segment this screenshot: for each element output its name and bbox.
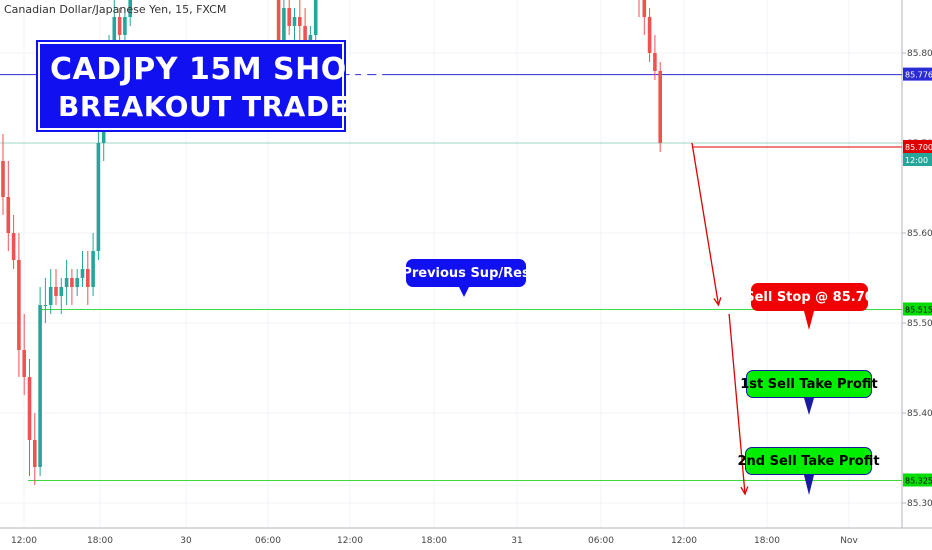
x-tick-label-2: 30 xyxy=(180,536,192,546)
candle-body-54 xyxy=(287,8,291,26)
projection-arrow-line-0 xyxy=(691,142,720,306)
candle-body-12 xyxy=(64,278,69,287)
x-tick-label-8: 12:00 xyxy=(671,536,697,546)
tp2-pointer xyxy=(804,475,814,495)
sell-stop-label: Sell Stop @ 85.70 xyxy=(745,289,874,305)
x-tick-label-0: 12:00 xyxy=(11,536,37,546)
projection-arrow-head-0 xyxy=(713,297,722,307)
candle-body-55 xyxy=(292,17,297,26)
price-tag-red: 85.700 xyxy=(905,143,932,152)
price-tag-tp1: 85.515 xyxy=(905,306,932,315)
x-tick-label-7: 06:00 xyxy=(588,536,614,546)
price-tag-blue-bg xyxy=(903,67,932,81)
candle-body-123 xyxy=(653,53,657,71)
candle-body-121 xyxy=(642,0,647,17)
candle-body-3 xyxy=(17,260,21,350)
projection-arrow-line-1 xyxy=(728,313,746,495)
candle-body-5 xyxy=(27,377,32,440)
price-tag-red-bg xyxy=(903,140,932,153)
candle-body-4 xyxy=(22,350,26,377)
previous-sup-res-callout: Previous Sup/Res xyxy=(402,259,530,287)
candle-body-122 xyxy=(647,17,652,53)
price-tag-blue: 85.776 xyxy=(905,71,932,80)
candle-body-8 xyxy=(43,305,48,306)
candle-body-2 xyxy=(11,233,16,260)
x-tick-label-9: 18:00 xyxy=(754,536,780,546)
x-tick-label-3: 06:00 xyxy=(255,536,281,546)
sell-stop-callout: Sell Stop @ 85.70 xyxy=(745,283,874,311)
candle-body-7 xyxy=(38,305,42,467)
y-tick-label-2: 85.500 xyxy=(907,319,932,329)
candle-body-59 xyxy=(313,0,318,35)
candle-body-9 xyxy=(48,287,53,305)
y-tick-label-5: 85.800 xyxy=(907,49,932,59)
candle-body-18 xyxy=(96,143,101,251)
candle-body-22 xyxy=(117,17,122,35)
y-tick-label-0: 85.300 xyxy=(907,499,932,509)
tp1-label: 1st Sell Take Profit xyxy=(740,376,878,392)
title-banner: CADJPY 15M SHORT BREAKOUT TRADE xyxy=(38,42,389,130)
candle-body-14 xyxy=(75,278,79,287)
title-line-2: BREAKOUT TRADE xyxy=(58,90,350,123)
candle-body-17 xyxy=(91,251,95,287)
tp2-label: 2nd Sell Take Profit xyxy=(737,453,880,469)
candle-body-16 xyxy=(86,269,90,287)
sell-stop-pointer xyxy=(804,311,814,330)
x-tick-label-5: 18:00 xyxy=(421,536,447,546)
candle-body-13 xyxy=(70,278,74,287)
candle-body-52 xyxy=(276,0,281,62)
candle-body-0 xyxy=(1,161,5,197)
tp1-pointer xyxy=(804,398,814,415)
candle-body-6 xyxy=(33,440,37,467)
candle-body-21 xyxy=(112,17,117,53)
x-tick-label-6: 31 xyxy=(511,536,522,546)
candle-body-10 xyxy=(54,287,58,296)
previous-sup-res-pointer xyxy=(459,287,469,297)
price-tag-tp1-bg xyxy=(903,302,932,316)
x-tick-label-1: 18:00 xyxy=(87,536,113,546)
tp2-callout: 2nd Sell Take Profit xyxy=(737,447,880,475)
x-tick-label-4: 12:00 xyxy=(337,536,363,546)
candle-body-1 xyxy=(6,197,11,233)
x-tick-label-10: Nov xyxy=(840,536,858,546)
price-tag-tp2-bg xyxy=(903,473,932,487)
price-tag-current-bg xyxy=(903,153,932,166)
symbol-info: Canadian Dollar/Japanese Yen, 15, FXCM xyxy=(4,3,227,16)
candle-body-23 xyxy=(123,17,127,35)
candle-body-56 xyxy=(298,17,302,26)
candle-body-24 xyxy=(128,0,132,17)
y-tick-label-3: 85.600 xyxy=(907,229,932,239)
projection-arrow-head-1 xyxy=(740,486,749,496)
price-tag-tp2: 85.325 xyxy=(905,477,932,486)
candle-body-124 xyxy=(658,71,662,143)
tp1-callout: 1st Sell Take Profit xyxy=(740,370,878,398)
price-tag-current: 12:00 xyxy=(905,156,928,165)
previous-sup-res-label: Previous Sup/Res xyxy=(402,265,530,281)
title-line-1: CADJPY 15M SHORT xyxy=(50,52,390,87)
candle-body-53 xyxy=(282,8,286,62)
y-tick-label-1: 85.400 xyxy=(907,409,932,419)
candle-body-15 xyxy=(80,269,85,278)
candle-body-11 xyxy=(59,287,64,296)
